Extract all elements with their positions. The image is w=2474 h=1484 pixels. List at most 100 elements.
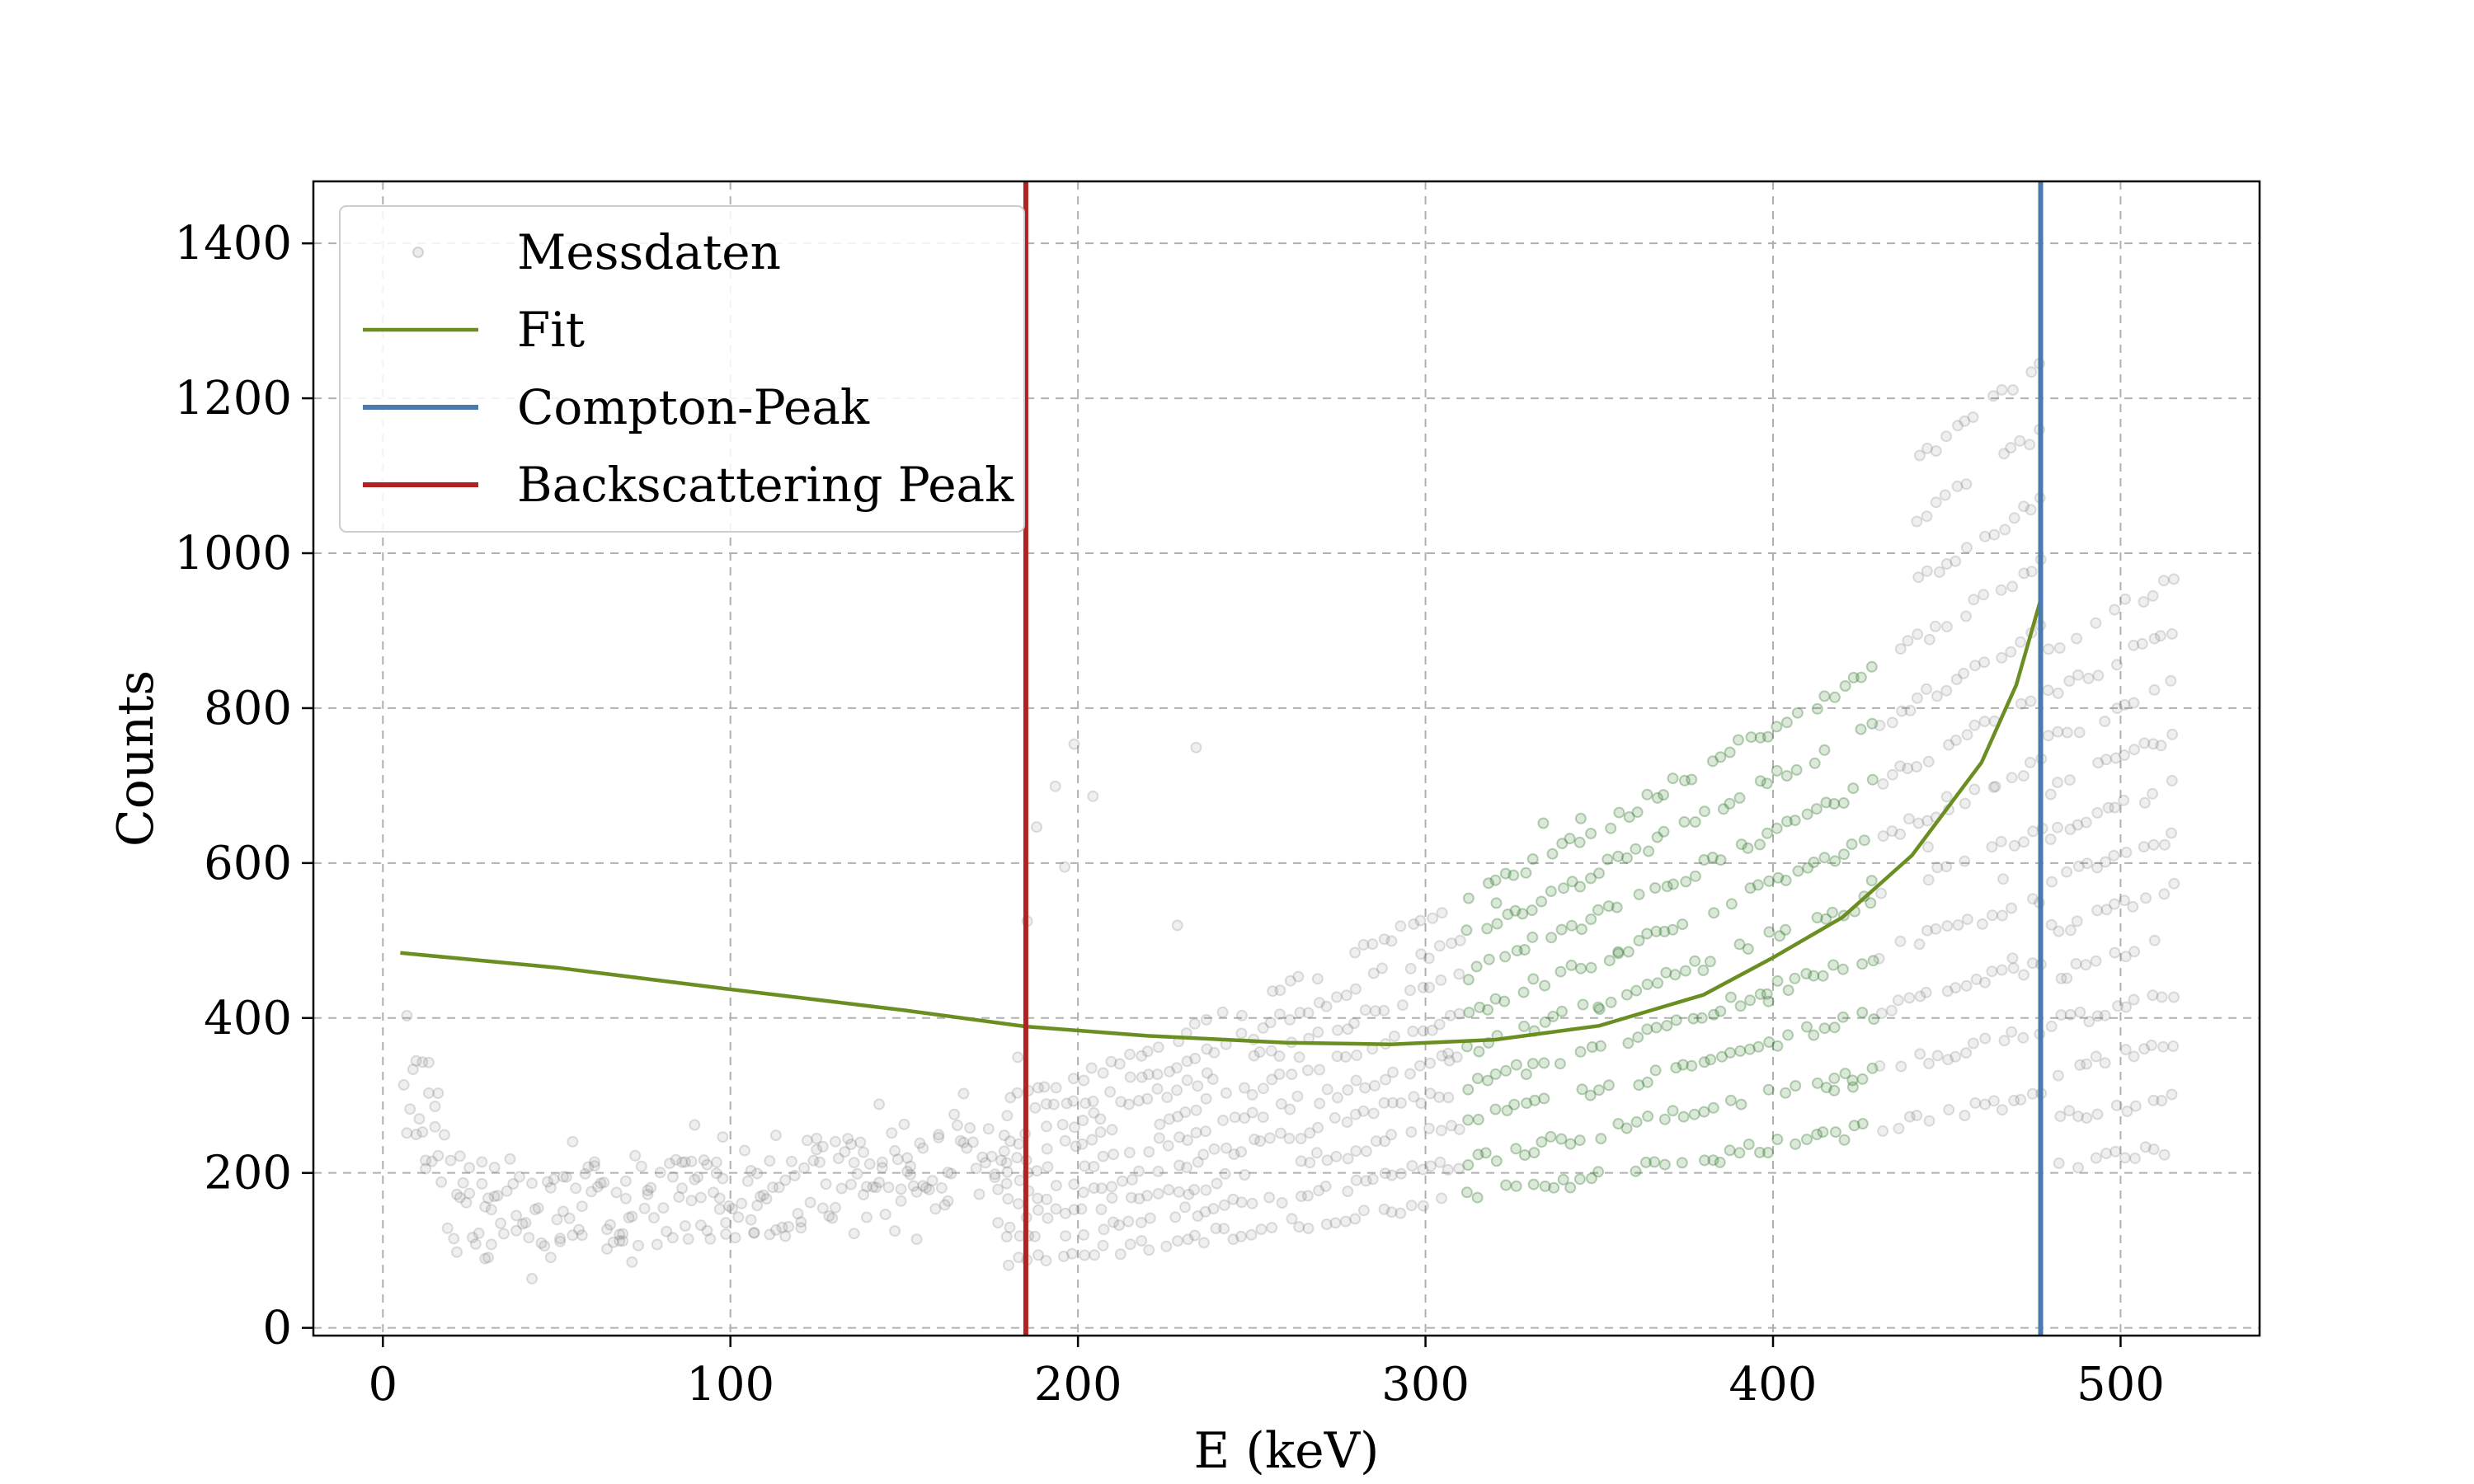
data-point xyxy=(1930,445,1942,457)
data-point xyxy=(2118,749,2130,761)
data-point xyxy=(1136,1235,1148,1247)
data-point xyxy=(482,1192,494,1205)
data-point xyxy=(1642,1111,1654,1122)
data-point xyxy=(1735,1098,1747,1111)
data-point xyxy=(664,1158,675,1170)
data-point xyxy=(617,1235,629,1247)
data-point xyxy=(544,1252,557,1264)
data-point xyxy=(851,1167,863,1180)
data-point xyxy=(713,1192,726,1205)
data-point xyxy=(1912,817,1925,829)
data-point xyxy=(2042,684,2054,697)
x-tick-label: 0 xyxy=(368,1358,397,1411)
data-point xyxy=(1678,815,1691,828)
data-point xyxy=(2128,697,2140,709)
data-point xyxy=(1056,1119,1069,1131)
data-point xyxy=(1912,628,1924,641)
data-point xyxy=(1967,411,1979,423)
data-point xyxy=(588,1160,600,1172)
data-point xyxy=(1875,887,1888,899)
data-point xyxy=(1714,854,1727,866)
data-point xyxy=(1442,1092,1455,1104)
data-point xyxy=(1291,1090,1304,1102)
data-point xyxy=(1434,1156,1446,1168)
data-point xyxy=(2055,972,2067,984)
data-point xyxy=(495,1217,507,1229)
data-point xyxy=(760,1193,773,1205)
data-point xyxy=(2147,989,2159,1002)
data-point xyxy=(826,1212,839,1224)
data-point xyxy=(2090,1050,2102,1063)
data-point xyxy=(1088,1106,1100,1119)
data-point xyxy=(1248,1050,1260,1062)
data-point xyxy=(948,1108,961,1120)
data-point xyxy=(1829,855,1841,867)
data-point xyxy=(1708,1008,1720,1021)
data-point xyxy=(1408,918,1420,930)
data-point xyxy=(1162,1139,1174,1152)
data-point xyxy=(1839,1068,1851,1080)
data-point xyxy=(1395,920,1407,932)
data-point xyxy=(2102,801,2114,814)
data-point xyxy=(1866,773,1879,786)
data-point xyxy=(604,1219,616,1231)
data-point xyxy=(2166,728,2179,740)
data-point xyxy=(1283,1132,1296,1144)
data-point xyxy=(1461,1040,1473,1053)
data-point xyxy=(2008,512,2020,524)
data-point xyxy=(879,1209,891,1220)
data-point xyxy=(1940,861,1953,873)
data-point xyxy=(2081,857,2093,870)
data-point xyxy=(497,1228,510,1240)
data-point xyxy=(1667,1105,1679,1117)
data-point xyxy=(1313,1185,1325,1197)
data-point xyxy=(1501,1105,1513,1116)
data-point xyxy=(426,1155,438,1167)
data-point xyxy=(1734,1045,1747,1057)
data-point xyxy=(2147,838,2160,851)
data-point xyxy=(1499,867,1512,880)
data-point xyxy=(1339,1215,1352,1228)
data-point xyxy=(1817,970,1829,982)
data-point xyxy=(2045,1020,2058,1032)
data-point xyxy=(1802,862,1814,874)
data-point xyxy=(1171,919,1183,932)
data-point xyxy=(704,1233,717,1245)
data-point xyxy=(1190,1104,1202,1116)
data-point xyxy=(1865,660,1878,673)
data-point xyxy=(1004,1092,1017,1104)
data-point xyxy=(1658,1158,1671,1171)
data-point xyxy=(1385,1129,1398,1141)
data-point xyxy=(1286,1068,1298,1081)
data-point xyxy=(2074,1006,2086,1018)
data-point xyxy=(1940,430,1953,443)
data-point xyxy=(404,1103,416,1115)
data-point xyxy=(1415,948,1427,960)
data-point xyxy=(1987,1095,2000,1107)
data-point xyxy=(1462,974,1475,986)
data-point xyxy=(1385,1169,1398,1181)
data-point xyxy=(1855,723,1867,735)
data-point xyxy=(2064,1008,2077,1021)
data-point xyxy=(1838,848,1850,861)
data-point xyxy=(1818,852,1831,864)
data-point xyxy=(1106,1192,1118,1204)
data-point xyxy=(1095,1204,1108,1215)
data-point xyxy=(1520,1068,1532,1080)
data-point xyxy=(1218,1199,1230,1211)
data-point xyxy=(1892,994,1904,1007)
data-point xyxy=(2042,730,2054,742)
data-point xyxy=(1079,1249,1091,1261)
data-point xyxy=(633,1239,644,1252)
data-point xyxy=(1460,924,1473,937)
data-point xyxy=(839,1146,851,1158)
data-point xyxy=(2166,774,2178,787)
y-tick-label: 1000 xyxy=(174,527,292,580)
data-point xyxy=(801,1134,813,1147)
data-point xyxy=(1442,1047,1454,1059)
data-point xyxy=(1978,656,1991,669)
data-point xyxy=(638,1202,651,1214)
data-point xyxy=(1078,1228,1089,1241)
data-point xyxy=(1969,1097,1982,1109)
data-point xyxy=(2052,687,2064,699)
